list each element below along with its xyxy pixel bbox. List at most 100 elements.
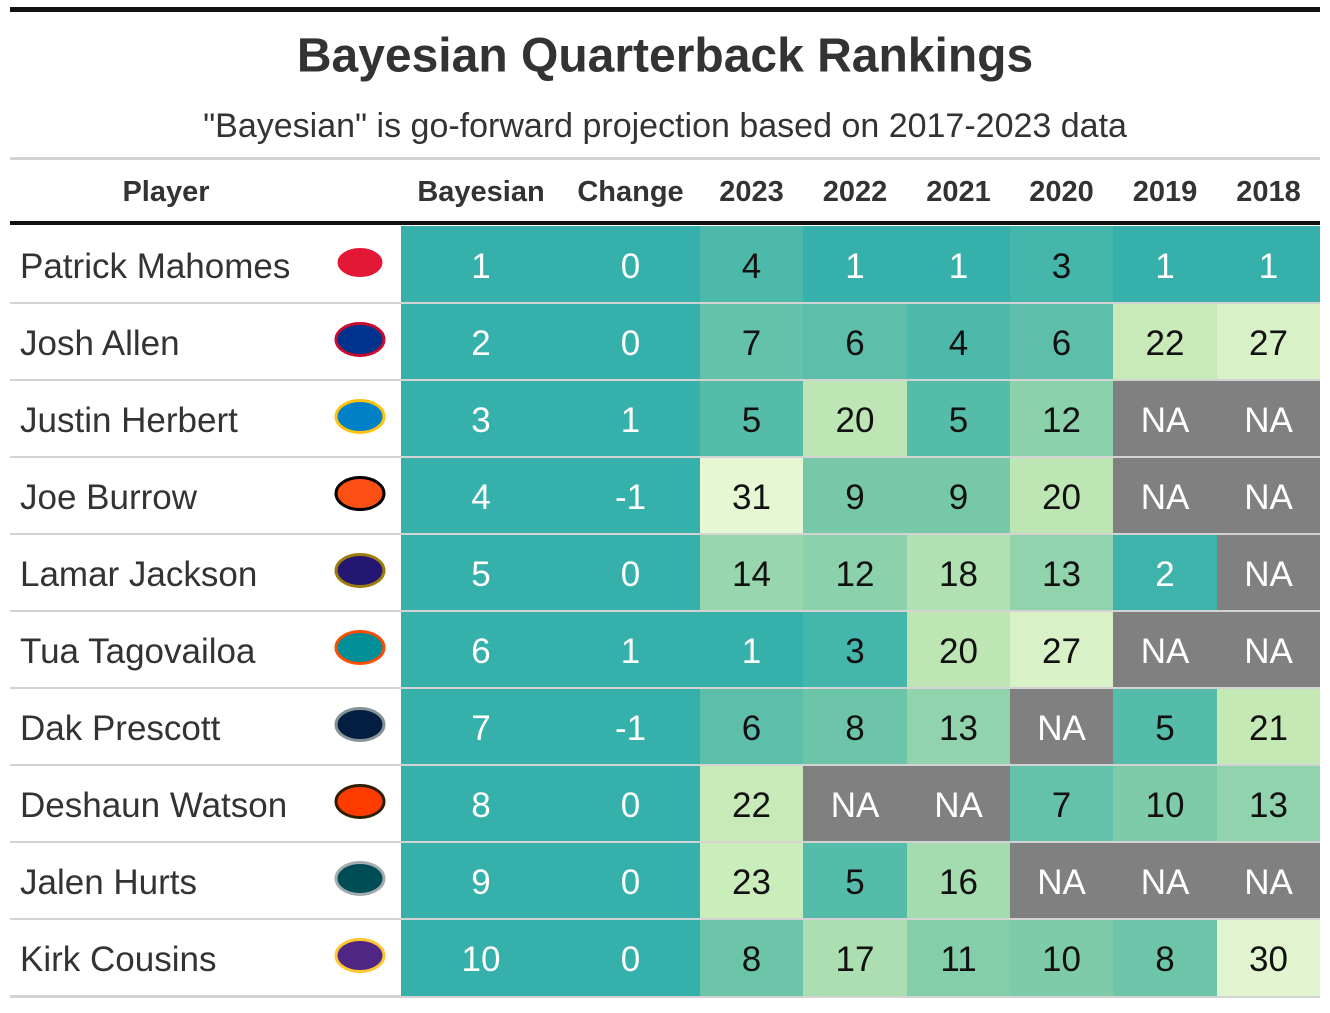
cell-value: 5 [471, 555, 490, 594]
cell-background [700, 380, 803, 457]
cell-background [803, 380, 907, 457]
cell-background [700, 226, 803, 303]
team-logo [334, 630, 386, 665]
top-rule [10, 7, 1320, 12]
cell-value: 16 [939, 863, 978, 902]
cell-value: 1 [845, 247, 864, 286]
cell-value: 27 [1249, 324, 1288, 363]
cell-background [401, 457, 561, 534]
cell-value: NA [1244, 555, 1293, 594]
team-logo [334, 784, 386, 819]
cell-value: 18 [939, 555, 978, 594]
cell-value: 10 [462, 940, 501, 979]
cell-value: 7 [1052, 786, 1071, 825]
cell-background [1217, 842, 1320, 919]
cell-value: 0 [621, 555, 640, 594]
cell-value: 0 [621, 863, 640, 902]
cell-background [1217, 611, 1320, 688]
cell-background [1217, 688, 1320, 765]
cell-background [700, 534, 803, 611]
player-name: Justin Herbert [20, 401, 238, 440]
cell-value: 0 [621, 786, 640, 825]
player-name: Joe Burrow [20, 478, 198, 517]
cell-value: 5 [742, 401, 761, 440]
cell-value: NA [1244, 863, 1293, 902]
team-logo [334, 707, 386, 742]
cell-background [1113, 534, 1217, 611]
cell-background [1010, 919, 1113, 996]
cell-value: 31 [732, 478, 771, 517]
cell-background [401, 765, 561, 842]
cell-value: 9 [845, 478, 864, 517]
cell-background [1010, 688, 1113, 765]
column-header: 2020 [1029, 176, 1094, 208]
cell-value: 10 [1146, 786, 1185, 825]
cell-background [561, 688, 700, 765]
cell-value: 12 [1042, 401, 1081, 440]
bottom-rule [10, 995, 1320, 998]
cell-value: 6 [471, 632, 490, 671]
column-header: 2022 [823, 176, 888, 208]
cell-background [401, 842, 561, 919]
player-name: Josh Allen [20, 324, 180, 363]
cell-background [700, 842, 803, 919]
cell-background [700, 303, 803, 380]
cell-background [401, 611, 561, 688]
cell-value: 20 [939, 632, 978, 671]
cell-background [803, 303, 907, 380]
cell-value: -1 [615, 709, 646, 748]
cell-background [1010, 842, 1113, 919]
cell-background [1010, 534, 1113, 611]
cell-background [803, 919, 907, 996]
cell-value: 13 [1042, 555, 1081, 594]
cell-background [1113, 688, 1217, 765]
player-name: Kirk Cousins [20, 940, 216, 979]
cell-background [1217, 303, 1320, 380]
cell-background [700, 919, 803, 996]
cell-value: -1 [615, 478, 646, 517]
cell-value: 0 [621, 324, 640, 363]
cell-value: 1 [621, 632, 640, 671]
cell-background [561, 380, 700, 457]
cell-background [803, 226, 907, 303]
cell-background [1217, 380, 1320, 457]
cell-background [803, 765, 907, 842]
cell-value: 8 [845, 709, 864, 748]
cell-value: 7 [742, 324, 761, 363]
team-logo [334, 322, 386, 357]
cell-value: 22 [1146, 324, 1185, 363]
cell-background [907, 765, 1010, 842]
cell-background [1113, 226, 1217, 303]
cell-background [561, 765, 700, 842]
team-logo [334, 399, 386, 434]
cell-background [561, 919, 700, 996]
cell-value: 7 [471, 709, 490, 748]
cell-value: 21 [1249, 709, 1288, 748]
cell-background [700, 611, 803, 688]
cell-background [1010, 226, 1113, 303]
cell-value: 8 [471, 786, 490, 825]
cell-background [561, 226, 700, 303]
cell-value: 4 [742, 247, 761, 286]
player-name: Tua Tagovailoa [20, 632, 256, 671]
cell-value: 1 [1155, 247, 1174, 286]
cell-value: 14 [732, 555, 771, 594]
team-logo [334, 861, 386, 896]
cell-background [700, 457, 803, 534]
cell-value: 17 [836, 940, 875, 979]
cell-background [907, 534, 1010, 611]
cell-value: 13 [1249, 786, 1288, 825]
cell-value: NA [1244, 401, 1293, 440]
cell-value: NA [1244, 478, 1293, 517]
team-logo [334, 245, 386, 280]
cell-background [1113, 765, 1217, 842]
cell-value: NA [1141, 863, 1190, 902]
cell-background [561, 842, 700, 919]
cell-background [907, 457, 1010, 534]
cell-background [907, 303, 1010, 380]
cell-background [401, 919, 561, 996]
table-subtitle: "Bayesian" is go-forward projection base… [203, 107, 1127, 145]
cell-value: 0 [621, 940, 640, 979]
cell-background [1010, 380, 1113, 457]
